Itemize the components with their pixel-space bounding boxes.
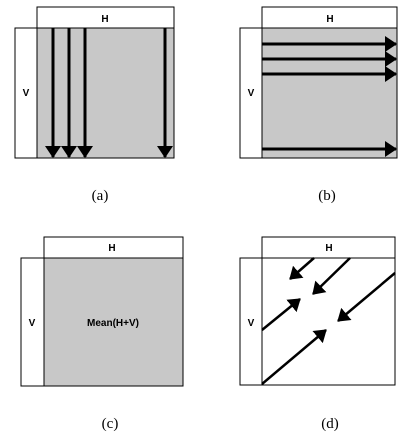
panel-c-image: [43, 257, 184, 387]
panel-c-center-label: Mean(H+V): [87, 318, 139, 329]
panel-c-caption: (c): [102, 416, 119, 432]
panel-d-arrows: [261, 257, 396, 385]
panel-a-caption: (a): [92, 188, 109, 204]
panel-c-h-label: H: [108, 243, 115, 254]
panel-a-h-label: H: [101, 14, 108, 25]
panel-d-h-label: H: [325, 243, 332, 254]
panel-d: H V (d): [239, 236, 396, 432]
panel-d-arrow: [337, 272, 396, 322]
panel-b: H V (b): [239, 6, 398, 204]
panel-b-image: [261, 27, 398, 159]
panel-d-arrow: [312, 257, 351, 295]
panel-d-arrow: [261, 298, 301, 331]
panel-b-h-label: H: [326, 14, 333, 25]
panel-a-v-label: V: [23, 88, 30, 99]
panel-a-arrows: [45, 28, 173, 158]
panel-a-image: [36, 27, 175, 159]
panel-b-v-label: V: [248, 88, 255, 99]
panel-d-v-label: V: [248, 318, 255, 329]
panel-d-arrow: [261, 329, 327, 385]
panel-a: H V (a): [14, 6, 175, 204]
panel-b-caption: (b): [318, 188, 336, 204]
panel-c-v-label: V: [29, 318, 36, 329]
panel-c: H V Mean(H+V) (c): [20, 236, 184, 432]
panel-b-arrows: [262, 36, 397, 157]
panel-d-arrow: [289, 257, 315, 280]
panel-d-caption: (d): [321, 416, 339, 432]
